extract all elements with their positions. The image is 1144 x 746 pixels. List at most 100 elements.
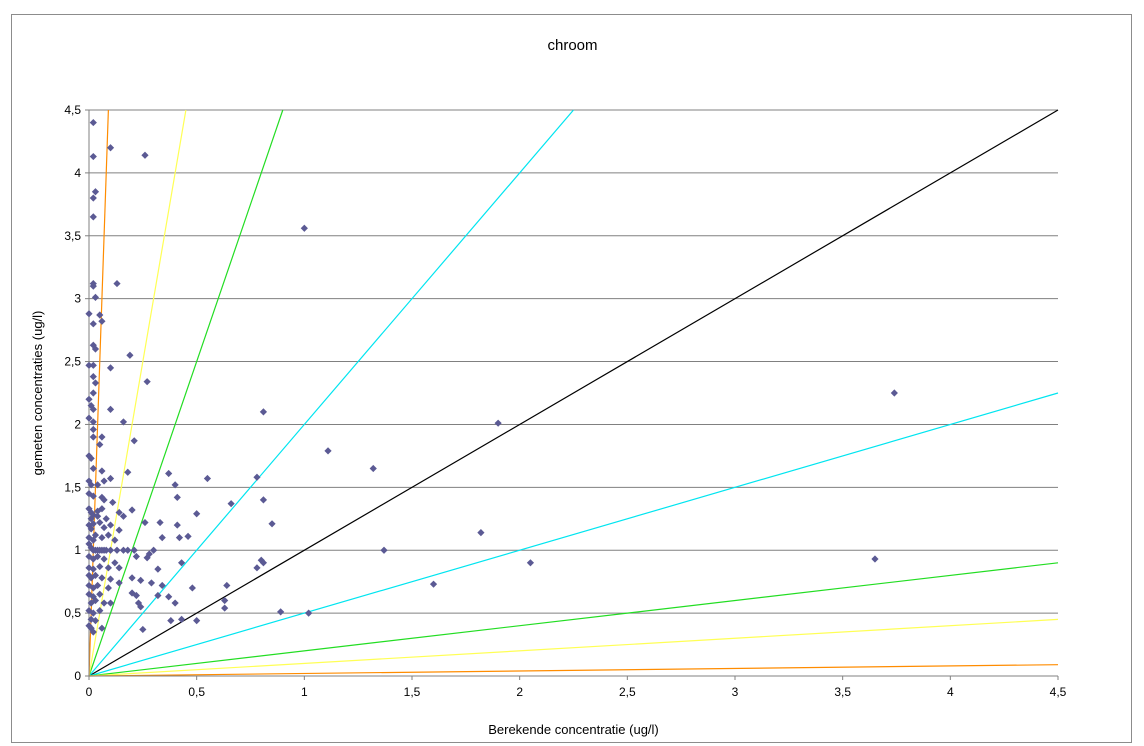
data-point — [85, 414, 93, 422]
x-axis-title: Berekende concentratie (ug/l) — [488, 722, 659, 737]
data-point — [85, 490, 93, 498]
data-point — [167, 617, 175, 625]
reference-line — [88, 109, 284, 677]
data-point — [89, 389, 97, 397]
data-point — [175, 534, 184, 542]
data-point — [173, 493, 181, 501]
data-point — [143, 378, 151, 386]
data-point — [147, 579, 156, 587]
data-point — [96, 606, 104, 615]
data-point — [177, 559, 186, 567]
x-tick-label: 2,5 — [619, 685, 636, 699]
data-point — [119, 512, 128, 520]
data-point — [98, 317, 106, 325]
data-point — [85, 310, 93, 318]
data-point — [87, 574, 95, 582]
data-point — [87, 401, 95, 410]
data-point — [89, 341, 97, 349]
data-point — [106, 521, 115, 529]
data-point — [89, 609, 97, 617]
reference-line — [88, 109, 109, 677]
data-point — [177, 615, 186, 623]
data-point — [104, 584, 112, 592]
data-point — [150, 546, 158, 554]
data-point — [115, 508, 123, 517]
data-point — [124, 546, 132, 554]
data-point — [324, 447, 332, 455]
data-point — [85, 606, 93, 615]
data-point — [184, 532, 192, 540]
data-point — [106, 546, 115, 554]
data-point — [253, 473, 261, 481]
data-point — [106, 405, 115, 413]
chart-svg: 0 0,5 1 1,5 2 2,5 3 3,5 4 4,5 0 0,5 1 1,5 2 2,5 3 3,5 4 4,5… — [30, 103, 1067, 737]
data-point — [87, 454, 95, 463]
chart-area: chroom 0 0,5 1 1,5 2 2,5 3 3,5 4 4,5 0 0,5 1 1,5 2 2,5 3… — [11, 14, 1132, 743]
data-point — [145, 550, 153, 558]
data-point — [89, 425, 97, 434]
data-point — [89, 373, 97, 381]
data-point — [111, 559, 119, 567]
x-tick-label: 0 — [86, 685, 93, 699]
data-point — [85, 534, 93, 542]
data-point — [87, 544, 95, 552]
data-point — [98, 624, 106, 632]
data-point — [87, 599, 95, 607]
data-point — [132, 552, 140, 561]
data-point — [85, 564, 93, 572]
data-point — [890, 389, 898, 397]
data-point — [871, 555, 879, 563]
data-point — [193, 617, 201, 625]
data-point — [429, 580, 438, 588]
x-tick-label: 3,5 — [834, 685, 851, 699]
y-axis-title: gemeten concentraties (ug/l) — [30, 311, 45, 476]
data-point — [106, 474, 115, 483]
data-point — [154, 565, 162, 573]
data-point — [126, 351, 134, 359]
data-point — [128, 574, 136, 582]
data-point — [128, 506, 136, 514]
data-point — [109, 498, 117, 507]
data-point — [94, 481, 102, 489]
data-point — [124, 468, 132, 476]
reference-line — [88, 392, 1059, 677]
chart-title: chroom — [547, 37, 598, 54]
data-point — [100, 477, 108, 485]
data-point — [85, 581, 93, 590]
data-point — [100, 599, 108, 607]
data-point — [158, 581, 166, 590]
data-point — [380, 546, 388, 554]
data-point — [106, 575, 115, 583]
data-point — [87, 525, 95, 533]
reference-line — [88, 109, 574, 677]
data-point — [87, 515, 95, 523]
data-point — [253, 564, 261, 572]
x-tick-label: 2 — [516, 685, 523, 699]
data-point — [115, 564, 123, 572]
data-point — [89, 464, 97, 473]
y-tick-label: 2,5 — [64, 355, 81, 369]
data-point — [85, 452, 93, 460]
data-point — [91, 617, 100, 625]
data-point — [223, 581, 231, 590]
y-tick-label: 4,5 — [64, 103, 81, 117]
x-tick-label: 4,5 — [1050, 685, 1067, 699]
data-point — [98, 467, 106, 475]
data-point — [526, 559, 535, 567]
data-point — [96, 590, 104, 598]
data-point — [130, 546, 138, 554]
data-point — [96, 518, 104, 527]
data-point — [91, 531, 100, 539]
data-point — [89, 565, 97, 573]
data-point — [91, 188, 100, 196]
x-tick-label: 0,5 — [188, 685, 205, 699]
data-point — [89, 492, 97, 500]
data-point — [119, 546, 128, 554]
data-point — [85, 477, 93, 485]
data-point — [98, 493, 106, 501]
data-point — [259, 408, 268, 416]
data-point — [94, 552, 102, 561]
data-point — [221, 604, 229, 612]
data-point — [113, 546, 121, 554]
data-point — [96, 562, 104, 571]
